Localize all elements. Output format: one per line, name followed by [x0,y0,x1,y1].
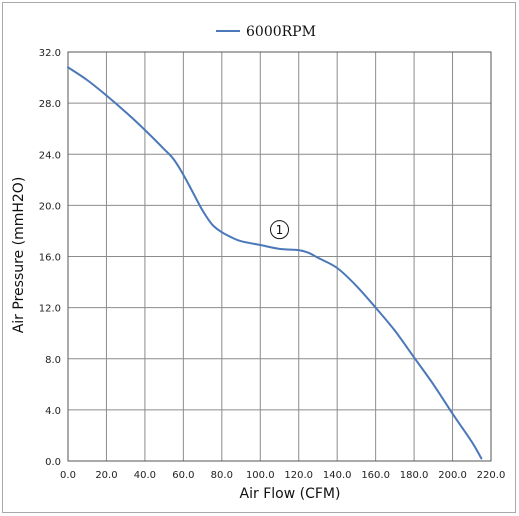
x-tick-label: 200.0 [438,470,467,481]
series-layer [67,66,483,460]
y-tick-label: 16.0 [39,253,61,264]
x-tick-label: 180.0 [400,470,429,481]
y-tick-label: 8.0 [45,355,61,366]
legend-label-6000rpm: 6000RPM [246,24,316,40]
x-tick-label: 220.0 [477,470,506,481]
x-tick-label: 40.0 [134,470,156,481]
y-tick-label: 28.0 [39,99,61,110]
legend: 6000RPM [216,24,316,40]
plot-area-border [67,51,492,462]
x-tick-labels: 0.0 20.0 40.0 60.0 80.0 100.0 120.0 140.0 160.0 1… [60,470,505,481]
x-tick-label: 0.0 [60,470,76,481]
y-tick-label: 24.0 [39,150,61,161]
y-tick-label: 32.0 [39,48,61,59]
annotation-layer: 1 [270,220,289,240]
x-tick-label: 120.0 [284,470,313,481]
y-axis-title: Air Pressure (mmH2O) [11,177,27,334]
y-tick-label: 0.0 [45,457,61,468]
y-tick-label: 12.0 [39,304,61,315]
y-tick-label: 4.0 [45,406,61,417]
x-tick-label: 160.0 [361,470,390,481]
x-tick-label: 60.0 [172,470,194,481]
x-tick-label: 20.0 [95,470,117,481]
x-tick-label: 100.0 [246,470,275,481]
y-tick-label: 20.0 [39,201,61,212]
series-line-0 [67,66,483,460]
x-tick-label: 140.0 [323,470,352,481]
annotation-circle [270,220,289,240]
x-tick-label: 80.0 [211,470,233,481]
y-tick-labels: 0.0 4.0 8.0 12.0 16.0 20.0 24.0 28.0 32.0 [39,48,61,468]
grid-lines [67,51,492,462]
x-axis-title: Air Flow (CFM) [240,486,341,502]
annotation-label: 1 [276,223,284,237]
